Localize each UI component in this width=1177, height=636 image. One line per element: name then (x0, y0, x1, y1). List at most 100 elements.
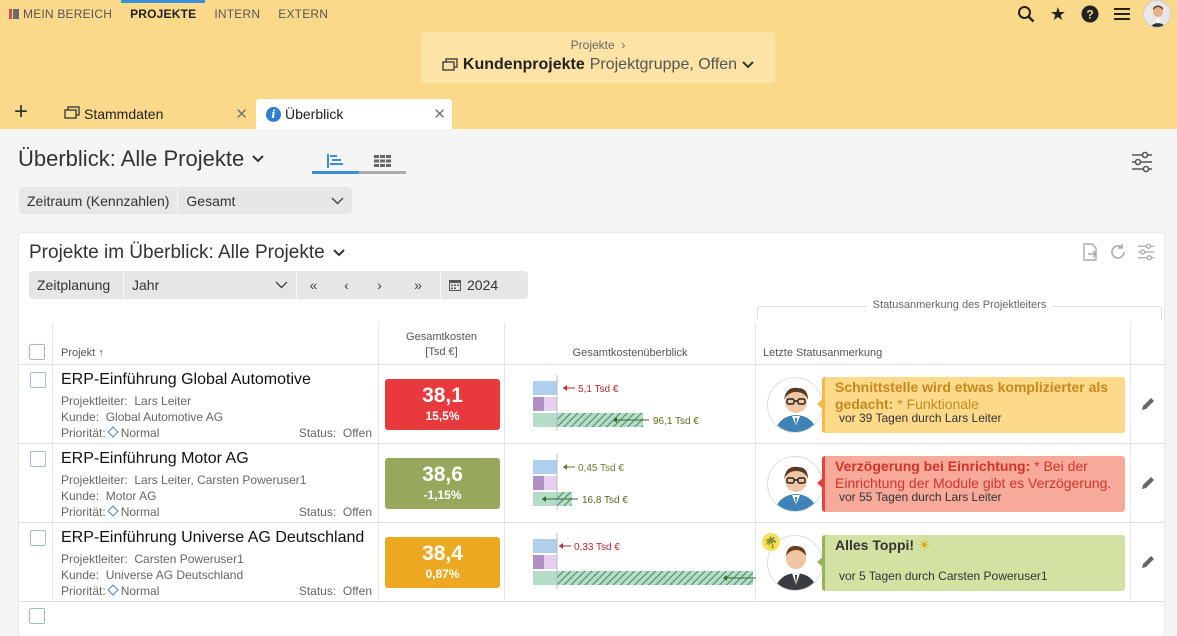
actual-bar (533, 555, 544, 569)
cost-value: 38,4 (422, 542, 463, 565)
gantt-view-button[interactable] (312, 151, 359, 174)
project-priority: Priorität: Normal (61, 426, 160, 440)
zeitraum-filter-value: Gesamt (186, 192, 236, 209)
zeitraum-filter[interactable]: Zeitraum (Kennzahlen) Gesamt (19, 187, 352, 214)
user-avatar[interactable] (1143, 0, 1171, 28)
table-row[interactable]: ERP-Einführung Motor AG Projektleiter: La… (19, 444, 1164, 523)
help-icon[interactable]: ? (1079, 3, 1101, 25)
row-checkbox[interactable] (30, 372, 46, 388)
small-arrowhead (563, 464, 567, 470)
project-name[interactable]: ERP-Einführung Global Automotive (61, 371, 311, 388)
project-name[interactable]: ERP-Einführung Universe AG Deutschland (61, 529, 365, 546)
small-value-label: 5,1 Tsd € (578, 384, 619, 395)
project-status: Status: Offen (298, 426, 372, 440)
select-all-checkbox[interactable] (29, 344, 45, 360)
edit-icon[interactable] (1140, 554, 1156, 570)
tab-stammdaten[interactable]: Stammdaten ✕ (54, 99, 254, 129)
row-checkbox[interactable] (30, 451, 46, 467)
table-header: Projekt ↑ Gesamtkosten [Tsd €] Gesamtkost… (19, 323, 1164, 365)
status-note[interactable]: Alles Toppi! ☀ vor 5 Tagen durch Carsten… (817, 535, 1125, 591)
prev-button[interactable]: ‹ (344, 277, 349, 293)
header-actions: ★ ? (1015, 0, 1177, 28)
export-icon[interactable] (1080, 242, 1100, 262)
timeplanning-toolbar: Zeitplanung Jahr « ‹ › » 2024 (29, 271, 528, 299)
small-value-label: 0,45 Tsd € (578, 463, 624, 474)
project-name[interactable]: ERP-Einführung Motor AG (61, 450, 249, 467)
search-icon[interactable] (1015, 3, 1037, 25)
page-title[interactable]: Überblick: Alle Projekte (18, 146, 264, 172)
avatar (767, 535, 823, 591)
cost-percent: 0,87% (425, 567, 460, 581)
nav-extern[interactable]: EXTERN (278, 7, 329, 21)
row-checkbox[interactable] (29, 608, 45, 624)
sliders-icon[interactable] (1131, 151, 1153, 173)
nav-intern[interactable]: INTERN (214, 7, 261, 21)
tab-bar: + Stammdaten ✕ i Überblick ✕ (0, 97, 1177, 129)
table-row[interactable]: ERP-Einführung Global Automotive Projektl… (19, 365, 1164, 444)
zeitplanung-label: Zeitplanung (29, 271, 124, 299)
cost-badge: 38,6 -1,15% (385, 458, 500, 509)
next-button[interactable]: › (377, 277, 382, 293)
project-group-selector[interactable]: Kundenprojekte Projektgruppe, Offen (421, 56, 775, 74)
nav-projekte[interactable]: PROJEKTE (121, 0, 206, 28)
close-icon[interactable]: ✕ (235, 106, 248, 123)
project-leader: Projektleiter: Carsten Poweruser1 (61, 552, 244, 566)
status-group-header: Statusanmerkung des Projektleiters (757, 299, 1162, 320)
big-value-label: 16,8 Tsd € (582, 495, 628, 506)
sliders-icon[interactable] (1136, 242, 1156, 262)
remaining-bar (557, 571, 753, 585)
sort-asc-icon: ↑ (98, 347, 104, 359)
add-tab-button[interactable]: + (14, 98, 29, 125)
zeitplanung-select[interactable]: Jahr (124, 271, 297, 299)
nav-mein-bereich[interactable]: MEIN BEREICH (0, 0, 121, 28)
cost-overview-chart: 0,45 Tsd € 16,8 Tsd € (505, 444, 756, 523)
breadcrumb-parent[interactable]: Projekte › (570, 38, 626, 52)
last-page-button[interactable]: » (396, 271, 441, 299)
col-gesamtkosten[interactable]: Gesamtkosten [Tsd €] (379, 323, 505, 365)
year-picker[interactable]: 2024 (441, 271, 506, 299)
status-note-title: Verzögerung bei Einrichtung: (835, 458, 1031, 474)
svg-text:?: ? (1086, 8, 1093, 22)
big-arrowhead (613, 417, 617, 423)
close-icon[interactable]: ✕ (433, 106, 446, 123)
row-checkbox[interactable] (30, 530, 46, 546)
card-title[interactable]: Projekte im Überblick: Alle Projekte (29, 242, 345, 264)
main-navigation: MEIN BEREICH PROJEKTE INTERN EXTERN (0, 0, 337, 28)
col-letzte-statusanmerkung[interactable]: Letzte Statusanmerkung (756, 323, 1131, 365)
sun-icon: ☀ (914, 537, 931, 553)
breadcrumb: Projekte › Kundenprojekte Projektgruppe,… (421, 32, 775, 83)
cost-badge: 38,1 15,5% (385, 379, 500, 430)
small-arrowhead (559, 543, 563, 549)
cost-value: 38,6 (422, 463, 463, 486)
status-note[interactable]: Schnittstelle wird etwas komplizierter a… (817, 377, 1125, 433)
folders-icon (64, 105, 80, 123)
star-icon[interactable]: ★ (1049, 3, 1067, 24)
projects-overview-card: Projekte im Überblick: Alle Projekte Zei… (19, 233, 1164, 636)
status-note-author: vor 55 Tagen durch Lars Leiter (839, 490, 1002, 504)
table-row[interactable]: ERP-Einführung Universe AG Deutschland Pr… (19, 523, 1164, 602)
priority-diamond-icon (107, 505, 119, 517)
big-value-label: 96,1 Tsd € (653, 416, 699, 427)
project-leader: Projektleiter: Lars Leiter (61, 394, 192, 408)
small-arrowhead (563, 385, 567, 391)
main-content: Überblick: Alle Projekte Zeitraum (Kennz… (0, 129, 1177, 636)
refresh-icon[interactable] (1108, 242, 1128, 262)
status-note[interactable]: Verzögerung bei Einrichtung: * Bei der E… (817, 456, 1125, 512)
edit-icon[interactable] (1140, 396, 1156, 412)
chevron-down-icon (742, 61, 754, 69)
col-projekt[interactable]: Projekt ↑ (53, 323, 379, 365)
empty-row (19, 602, 1164, 630)
col-gesamtkostenueberblick[interactable]: Gesamtkostenüberblick (505, 323, 756, 365)
avatar (767, 456, 823, 512)
budget-bar (533, 539, 557, 553)
chevron-down-icon (252, 155, 264, 163)
table-view-button[interactable] (359, 151, 406, 174)
first-page-button[interactable]: « (309, 277, 318, 293)
avatar (767, 377, 823, 433)
big-arrowhead (723, 575, 727, 581)
menu-icon[interactable] (1111, 3, 1133, 25)
edit-icon[interactable] (1140, 475, 1156, 491)
chevron-down-icon (275, 281, 288, 289)
tab-ueberblick[interactable]: i Überblick ✕ (256, 99, 452, 129)
cost-percent: -1,15% (423, 488, 462, 502)
